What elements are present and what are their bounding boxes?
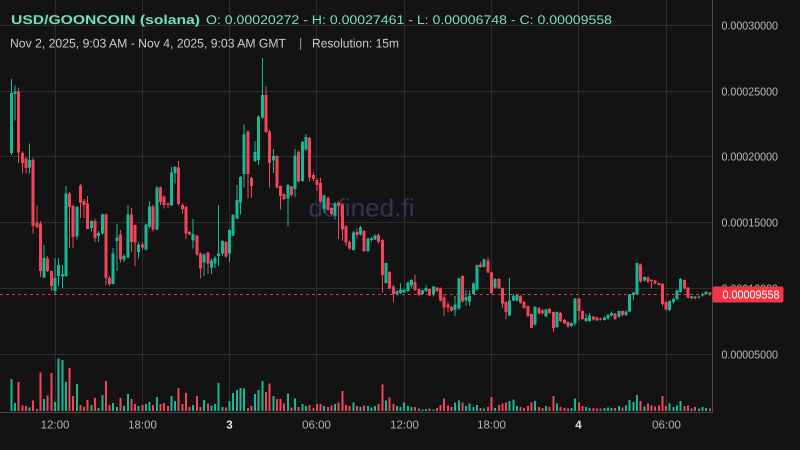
svg-text:0.00030000: 0.00030000: [722, 21, 779, 33]
svg-text:USD/GOONCOIN (solana): USD/GOONCOIN (solana): [11, 12, 200, 27]
svg-text:4: 4: [575, 420, 582, 432]
svg-text:0.00020000: 0.00020000: [722, 152, 779, 164]
svg-text:18:00: 18:00: [477, 420, 506, 432]
svg-text:defined.fi: defined.fi: [309, 195, 415, 223]
svg-text:06:00: 06:00: [652, 420, 681, 432]
svg-text:O: 0.00020272 - H: 0.00027461: O: 0.00020272 - H: 0.00027461 - L: 0.000…: [206, 13, 612, 27]
svg-text:3: 3: [226, 420, 232, 432]
svg-text:Resolution: 15m: Resolution: 15m: [312, 37, 399, 51]
svg-text:0.00025000: 0.00025000: [722, 87, 779, 99]
svg-text:12:00: 12:00: [41, 420, 70, 432]
svg-text:12:00: 12:00: [390, 420, 419, 432]
svg-text:|: |: [299, 36, 302, 50]
svg-text:18:00: 18:00: [128, 420, 157, 432]
svg-text:Nov 2, 2025, 9:03 AM - Nov 4,: Nov 2, 2025, 9:03 AM - Nov 4, 2025, 9:03…: [10, 37, 286, 51]
svg-text:06:00: 06:00: [302, 420, 331, 432]
svg-text:0.00015000: 0.00015000: [722, 218, 779, 230]
svg-text:0.00005000: 0.00005000: [722, 350, 779, 362]
svg-text:0.00009558: 0.00009558: [723, 290, 780, 302]
